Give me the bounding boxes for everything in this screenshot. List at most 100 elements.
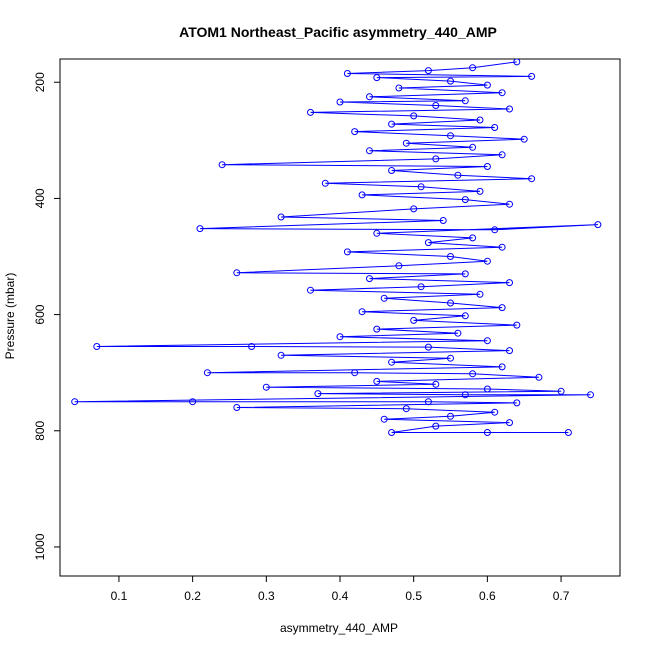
data-point [506, 200, 513, 208]
data-point [447, 77, 454, 85]
data-point [380, 415, 388, 423]
data-point [93, 343, 101, 350]
data-point [461, 196, 469, 204]
data-point [388, 358, 396, 366]
data-point [461, 312, 469, 320]
data-point [203, 369, 211, 377]
data-point [373, 74, 381, 82]
data-point [424, 343, 432, 351]
data-point [402, 405, 410, 413]
data-point [277, 213, 285, 221]
data-point [506, 279, 513, 287]
data-point [498, 304, 506, 312]
x-tick-label: 0.4 [332, 589, 349, 603]
data-point [366, 275, 373, 283]
data-point [307, 286, 314, 294]
data-point [262, 383, 270, 391]
y-tick-label: 1000 [33, 533, 47, 560]
data-point [233, 269, 241, 277]
data-point [483, 337, 491, 345]
data-point [373, 325, 381, 333]
data-point [491, 408, 499, 416]
data-point [432, 102, 440, 109]
data-point [336, 333, 344, 341]
data-point [498, 151, 506, 159]
data-point [71, 398, 79, 406]
data-point [233, 404, 241, 411]
data-point [424, 67, 432, 75]
data-point [432, 155, 440, 163]
data-point [476, 116, 484, 124]
x-tick-label: 0.2 [184, 589, 201, 603]
data-point [395, 84, 403, 92]
data-point [469, 370, 477, 378]
data-point [447, 354, 454, 362]
data-point [424, 239, 432, 247]
data-point [218, 161, 226, 169]
data-point [506, 347, 513, 355]
x-tick-label: 0.3 [258, 589, 275, 603]
data-point [476, 290, 484, 298]
x-tick-label: 0.7 [553, 589, 570, 603]
data-point [461, 391, 469, 399]
data-point [454, 329, 462, 337]
data-point [491, 124, 499, 131]
data-point [447, 253, 454, 260]
data-point [410, 112, 418, 120]
y-axis: 200 400 600 800 1000 [33, 72, 60, 560]
data-point [410, 205, 418, 213]
data-point [564, 429, 572, 436]
data-point [307, 108, 314, 116]
data-point [447, 412, 454, 420]
data-point [388, 429, 396, 436]
data-point [483, 429, 491, 436]
y-axis-label: Pressure (mbar) [3, 273, 17, 360]
data-point [432, 422, 440, 430]
data-point [461, 97, 469, 105]
data-point [424, 398, 432, 406]
data-layer [71, 59, 602, 436]
data-point [506, 419, 513, 427]
data-point [432, 380, 440, 388]
data-point [513, 59, 521, 66]
data-point [476, 187, 484, 195]
data-point [587, 391, 594, 399]
y-tick-label: 200 [33, 72, 47, 92]
data-point [483, 257, 491, 265]
plot-frame [59, 58, 621, 577]
data-point [189, 398, 197, 406]
data-point [498, 363, 506, 371]
data-point [395, 262, 403, 270]
data-point [343, 248, 351, 256]
data-point [513, 399, 521, 407]
data-point [469, 143, 477, 151]
data-point [483, 81, 491, 89]
data-point [447, 132, 454, 140]
data-point [513, 321, 521, 329]
data-point [491, 226, 499, 234]
data-point [351, 128, 359, 136]
data-point [498, 243, 506, 251]
data-point [388, 120, 396, 128]
data-point [417, 183, 425, 191]
data-point [594, 221, 602, 229]
data-point [528, 175, 536, 183]
x-axis-label: asymmetry_440_AMP [280, 621, 398, 635]
data-point [248, 343, 256, 350]
data-point [469, 64, 477, 72]
y-tick-label: 400 [33, 188, 47, 208]
data-point [417, 283, 425, 291]
data-point [366, 147, 373, 155]
data-point [528, 72, 536, 80]
data-point [321, 179, 329, 187]
data-point [277, 351, 285, 359]
data-point [343, 70, 351, 77]
data-point [498, 89, 506, 97]
y-tick-label: 600 [33, 304, 47, 324]
series-line [74, 61, 598, 433]
y-tick-label: 800 [33, 420, 47, 440]
data-point [483, 385, 491, 393]
data-point [506, 105, 513, 113]
data-point [388, 167, 396, 174]
